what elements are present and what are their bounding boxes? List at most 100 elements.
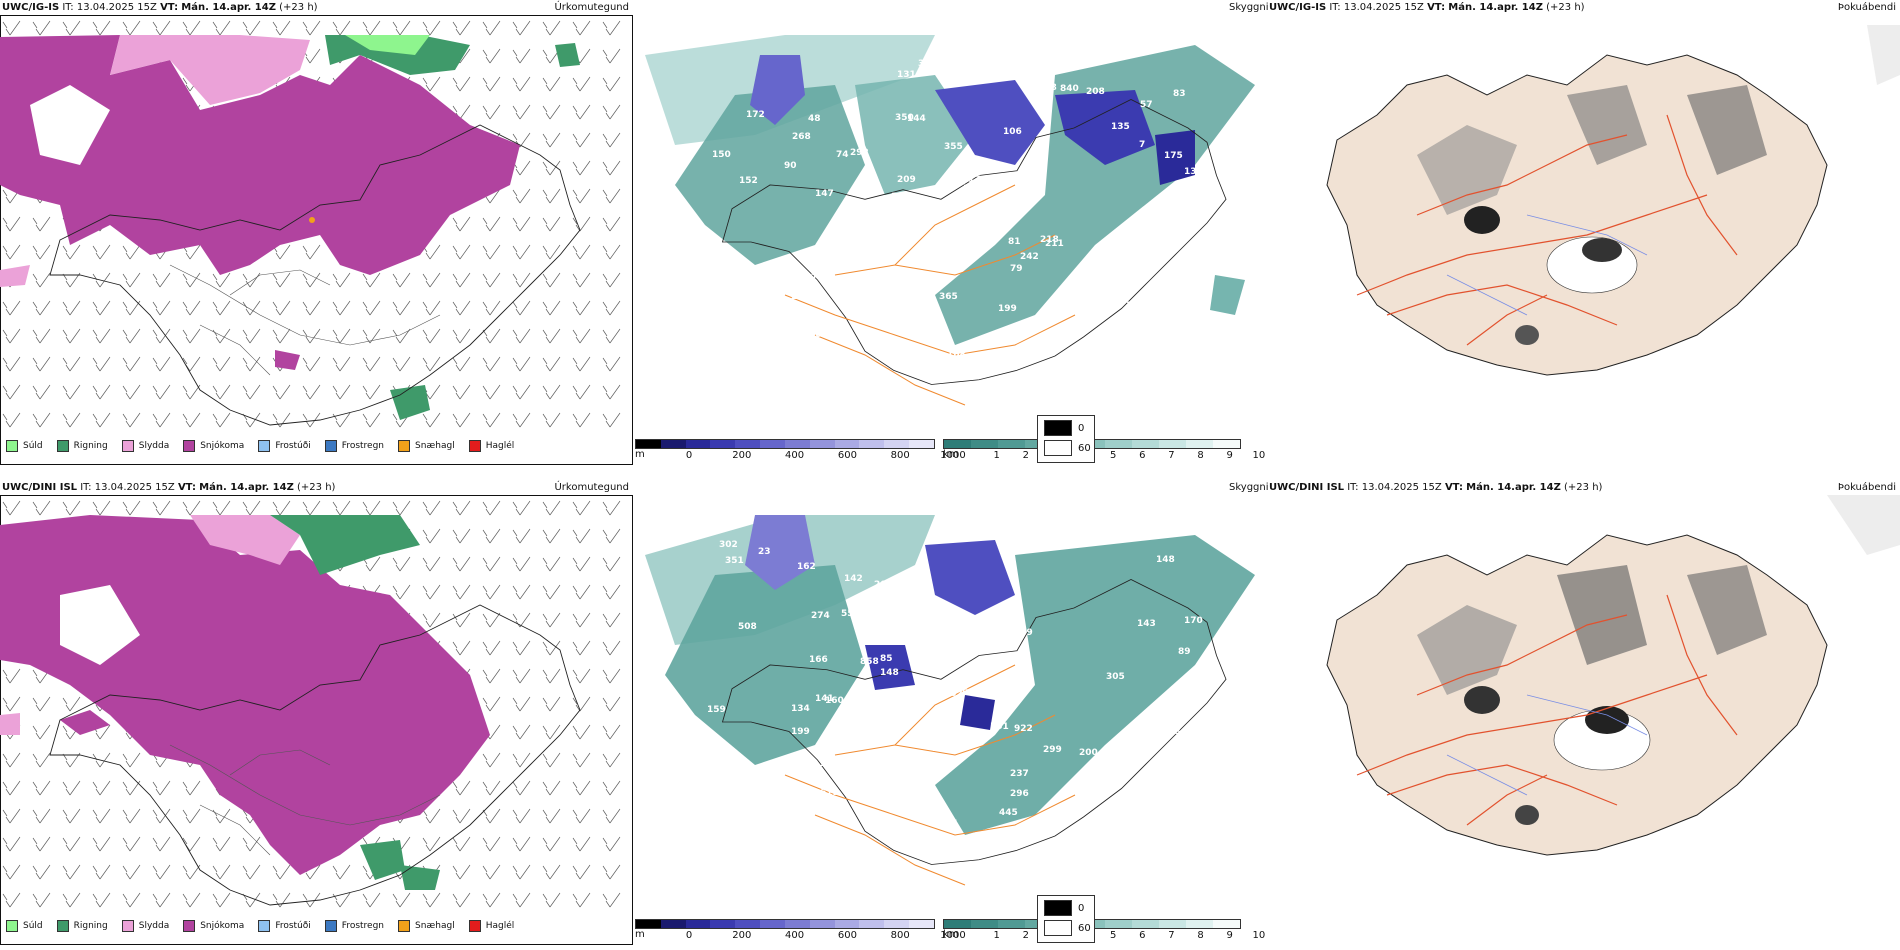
wind-barb [2, 500, 21, 516]
visibility-value-label: 79 [1010, 264, 1023, 274]
wind-barb [242, 864, 261, 880]
visibility-value-label: 374 [939, 819, 958, 829]
it-label: IT: [80, 482, 92, 493]
wind-barb [362, 272, 381, 288]
lead-time: (+23 h) [279, 2, 318, 13]
wind-barb [422, 836, 441, 852]
wind-barb [452, 216, 471, 232]
wind-barb [332, 300, 351, 316]
panel-title-precip: Úrkomutegund [554, 2, 629, 13]
wind-barb [452, 892, 471, 908]
wind-barb [602, 500, 621, 516]
colorbar-tick-label: 9 [1226, 930, 1233, 941]
wind-barb [32, 356, 51, 372]
wind-barb [512, 584, 531, 600]
wind-barb [302, 892, 321, 908]
vt-value: Mán. 14.apr. 14Z [1466, 482, 1561, 493]
visibility-value-label: 81 [1008, 237, 1021, 247]
visibility-panel-1: 491 152 57 96 106 125 350 355 233 292 216 142 144 434… [635, 15, 1265, 465]
wind-barb [122, 356, 141, 372]
wind-barb [512, 752, 531, 768]
wind-barb [572, 76, 591, 92]
wind-barb [602, 188, 621, 204]
wind-barb [512, 724, 531, 740]
visibility-value-label: 131 [897, 70, 916, 80]
legend-label: Frostúði [275, 441, 311, 451]
colorbar-tick-label: 400 [785, 450, 805, 461]
wind-barb [32, 836, 51, 852]
wind-barb [572, 500, 591, 516]
legend-swatch [468, 440, 481, 452]
colorbar-tick-label: 9 [1226, 450, 1233, 461]
wind-barb [392, 300, 411, 316]
visibility-value-label: 777 [811, 273, 830, 283]
wind-barb [572, 272, 591, 288]
vt-value: Mán. 14.apr. 14Z [1448, 2, 1543, 13]
colorbar-segment [1213, 920, 1240, 928]
colorbar-tick-label: 5 [1110, 930, 1117, 941]
wind-barb [602, 556, 621, 572]
visibility-value-label: 491 [1132, 334, 1151, 344]
cloud-base-colorbar-1: 0 200 400 600 800 1000 m [635, 439, 966, 461]
wind-barb [572, 328, 591, 344]
visibility-value-label: 199 [791, 727, 810, 737]
visibility-value-label: 55 [841, 609, 854, 619]
fog-legend-swatch [1044, 420, 1072, 436]
wind-barb [302, 244, 321, 260]
visibility-value-label: 232 [762, 354, 781, 364]
wind-barb [362, 20, 381, 36]
wind-barb [542, 752, 561, 768]
colorbar-segment [735, 440, 761, 448]
colorbar-tick-label: 1 [993, 930, 1000, 941]
wind-barb [572, 668, 591, 684]
visibility-value-label: 351 [725, 556, 744, 566]
wind-barb [302, 272, 321, 288]
wind-barb [512, 216, 531, 232]
visibility-value-label: 217 [962, 175, 981, 185]
colorbar-segment [970, 920, 998, 928]
wind-barb [422, 500, 441, 516]
colorbar-segment [660, 440, 686, 448]
legend-swatch [324, 920, 337, 932]
it-label: IT: [1329, 2, 1341, 13]
wind-barb [512, 696, 531, 712]
wind-barb [62, 384, 81, 400]
colorbar-segment [970, 440, 998, 448]
wind-barb [122, 244, 141, 260]
legend-label: Frostúði [275, 921, 311, 931]
wind-barb [572, 20, 591, 36]
wind-barb [482, 668, 501, 684]
colorbar-segment [809, 440, 835, 448]
colorbar-tick-label: 6 [1139, 450, 1146, 461]
cloud-base-swatches [635, 439, 935, 449]
visibility-value-label: 292 [850, 148, 869, 158]
colorbar-segment [1186, 440, 1214, 448]
visibility-value-label: 349 [1014, 628, 1033, 638]
precip-legend-item: Snjókoma [183, 920, 244, 932]
wind-barb [152, 412, 171, 428]
wind-barb [512, 668, 531, 684]
wind-barb [122, 412, 141, 428]
wind-barb [62, 500, 81, 516]
wind-barb [122, 500, 141, 516]
wind-barb [572, 584, 591, 600]
legend-label: Snjókoma [200, 921, 245, 931]
wind-barb [422, 20, 441, 36]
colorbar-tick-label: 800 [890, 450, 910, 461]
visibility-value-label: 120 [837, 813, 856, 823]
wind-barb [482, 612, 501, 628]
visibility-value-label: 258 [1038, 83, 1057, 93]
wind-barb [602, 244, 621, 260]
legend-swatch [121, 920, 134, 932]
wind-barb [602, 864, 621, 880]
wind-barb [512, 892, 531, 908]
wind-barb [302, 300, 321, 316]
visibility-value-label: 127 [741, 281, 760, 291]
legend-label: Snjókoma [200, 441, 245, 451]
visibility-value-label: 172 [888, 585, 907, 595]
wind-barb [602, 48, 621, 64]
wind-barb [482, 864, 501, 880]
wind-barb [512, 48, 531, 64]
wind-barb [182, 892, 201, 908]
fog-legend-entry: 60 [1038, 436, 1094, 456]
